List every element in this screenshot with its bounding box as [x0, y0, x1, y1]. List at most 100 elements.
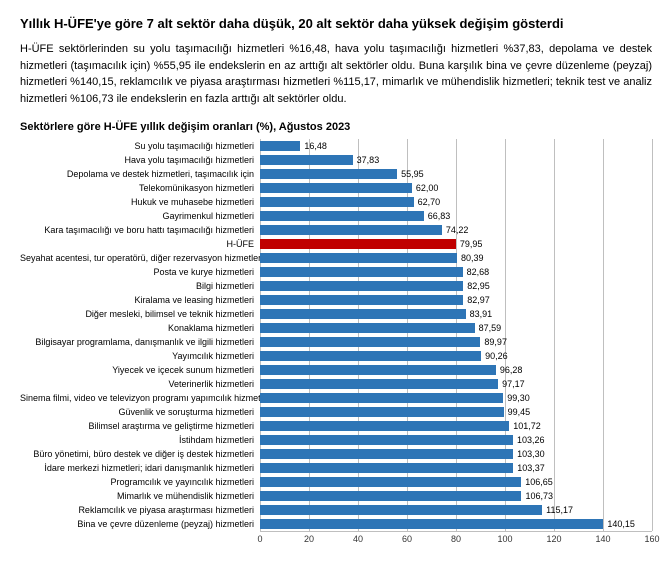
bar [260, 295, 463, 305]
bar [260, 211, 424, 221]
row-label: Posta ve kurye hizmetleri [20, 267, 260, 277]
chart-row: Yiyecek ve içecek sunum hizmetleri 96,28 [20, 363, 652, 377]
row-plot: 90,26 [260, 349, 652, 363]
bar-value: 90,26 [481, 349, 508, 363]
chart-row: Yayımcılık hizmetleri 90,26 [20, 349, 652, 363]
chart-row: Diğer mesleki, bilimsel ve teknik hizmet… [20, 307, 652, 321]
bar-value: 79,95 [456, 237, 483, 251]
chart-row: Büro yönetimi, büro destek ve diğer iş d… [20, 447, 652, 461]
row-plot: 115,17 [260, 503, 652, 517]
bar-highlight [260, 239, 456, 249]
row-label: Telekomünikasyon hizmetleri [20, 183, 260, 193]
row-plot: 97,17 [260, 377, 652, 391]
bar-value: 37,83 [353, 153, 380, 167]
bar [260, 519, 603, 529]
bar [260, 505, 542, 515]
bar-value: 106,73 [521, 489, 553, 503]
axis-tick: 40 [353, 534, 363, 544]
row-label: Hava yolu taşımacılığı hizmetleri [20, 155, 260, 165]
chart-row: Mimarlık ve mühendislik hizmetleri 106,73 [20, 489, 652, 503]
row-plot: 83,91 [260, 307, 652, 321]
bar-value: 82,95 [463, 279, 490, 293]
bar [260, 169, 397, 179]
row-label: İdare merkezi hizmetleri; idari danışman… [20, 463, 260, 473]
bar [260, 337, 480, 347]
axis-tick: 60 [402, 534, 412, 544]
axis-tick: 100 [497, 534, 512, 544]
row-label: Seyahat acentesi, tur operatörü, diğer r… [20, 253, 260, 263]
bar-value: 87,59 [475, 321, 502, 335]
chart-row: Bilgi hizmetleri 82,95 [20, 279, 652, 293]
bar [260, 225, 442, 235]
row-plot: 140,15 [260, 517, 652, 531]
bar-value: 82,68 [463, 265, 490, 279]
row-plot: 103,26 [260, 433, 652, 447]
bar [260, 421, 509, 431]
chart-row: Kara taşımacılığı ve boru hattı taşımacı… [20, 223, 652, 237]
chart-row: İstihdam hizmetleri103,26 [20, 433, 652, 447]
bar-chart: Su yolu taşımacılığı hizmetleri16,48Hava… [20, 139, 652, 545]
row-plot: 82,95 [260, 279, 652, 293]
row-plot: 37,83 [260, 153, 652, 167]
chart-row: Sinema filmi, video ve televizyon progra… [20, 391, 652, 405]
bar-value: 89,97 [480, 335, 507, 349]
row-plot: 74,22 [260, 223, 652, 237]
bar-value: 62,00 [412, 181, 439, 195]
bar [260, 323, 475, 333]
chart-row: H-ÜFE79,95 [20, 237, 652, 251]
chart-row: Programcılık ve yayıncılık hizmetleri106… [20, 475, 652, 489]
bar-value: 103,30 [513, 447, 545, 461]
chart-row: Güvenlik ve soruşturma hizmetleri 99,45 [20, 405, 652, 419]
axis-tick: 0 [257, 534, 262, 544]
row-label: Güvenlik ve soruşturma hizmetleri [20, 407, 260, 417]
row-plot: 62,00 [260, 181, 652, 195]
bar-value: 62,70 [414, 195, 441, 209]
bar-value: 140,15 [603, 517, 635, 531]
row-label: Bilgi hizmetleri [20, 281, 260, 291]
row-plot: 66,83 [260, 209, 652, 223]
bar [260, 477, 521, 487]
bar-value: 101,72 [509, 419, 541, 433]
bar [260, 351, 481, 361]
row-label: Programcılık ve yayıncılık hizmetleri [20, 477, 260, 487]
row-plot: 87,59 [260, 321, 652, 335]
row-label: Yayımcılık hizmetleri [20, 351, 260, 361]
chart-row: Hava yolu taşımacılığı hizmetleri 37,83 [20, 153, 652, 167]
page-heading: Yıllık H-ÜFE'ye göre 7 alt sektör daha d… [20, 16, 652, 31]
bar-value: 83,91 [466, 307, 493, 321]
row-plot: 79,95 [260, 237, 652, 251]
row-label: Kiralama ve leasing hizmetleri [20, 295, 260, 305]
bar [260, 281, 463, 291]
axis-tick: 160 [644, 534, 659, 544]
bar [260, 407, 504, 417]
chart-title: Sektörlere göre H-ÜFE yıllık değişim ora… [20, 121, 652, 133]
bar-value: 96,28 [496, 363, 523, 377]
bar [260, 435, 513, 445]
bar [260, 449, 513, 459]
row-label: Konaklama hizmetleri [20, 323, 260, 333]
row-label: Bilimsel araştırma ve geliştirme hizmetl… [20, 421, 260, 431]
row-plot: 106,65 [260, 475, 652, 489]
bar-value: 66,83 [424, 209, 451, 223]
bar [260, 365, 496, 375]
bar-value: 55,95 [397, 167, 424, 181]
bar [260, 141, 300, 151]
bar-value: 82,97 [463, 293, 490, 307]
row-plot: 89,97 [260, 335, 652, 349]
row-plot: 106,73 [260, 489, 652, 503]
row-label: Sinema filmi, video ve televizyon progra… [20, 393, 260, 403]
bar-value: 103,37 [513, 461, 545, 475]
bar-value: 97,17 [498, 377, 525, 391]
row-plot: 96,28 [260, 363, 652, 377]
row-label: Mimarlık ve mühendislik hizmetleri [20, 491, 260, 501]
chart-row: Reklamcılık ve piyasa araştırması hizmet… [20, 503, 652, 517]
chart-row: Depolama ve destek hizmetleri, taşımacıl… [20, 167, 652, 181]
axis-tick: 120 [546, 534, 561, 544]
row-label: Kara taşımacılığı ve boru hattı taşımacı… [20, 225, 260, 235]
chart-row: İdare merkezi hizmetleri; idari danışman… [20, 461, 652, 475]
bar-value: 99,45 [504, 405, 531, 419]
row-plot: 16,48 [260, 139, 652, 153]
bar [260, 309, 466, 319]
chart-row: Bilimsel araştırma ve geliştirme hizmetl… [20, 419, 652, 433]
row-label: Yiyecek ve içecek sunum hizmetleri [20, 365, 260, 375]
